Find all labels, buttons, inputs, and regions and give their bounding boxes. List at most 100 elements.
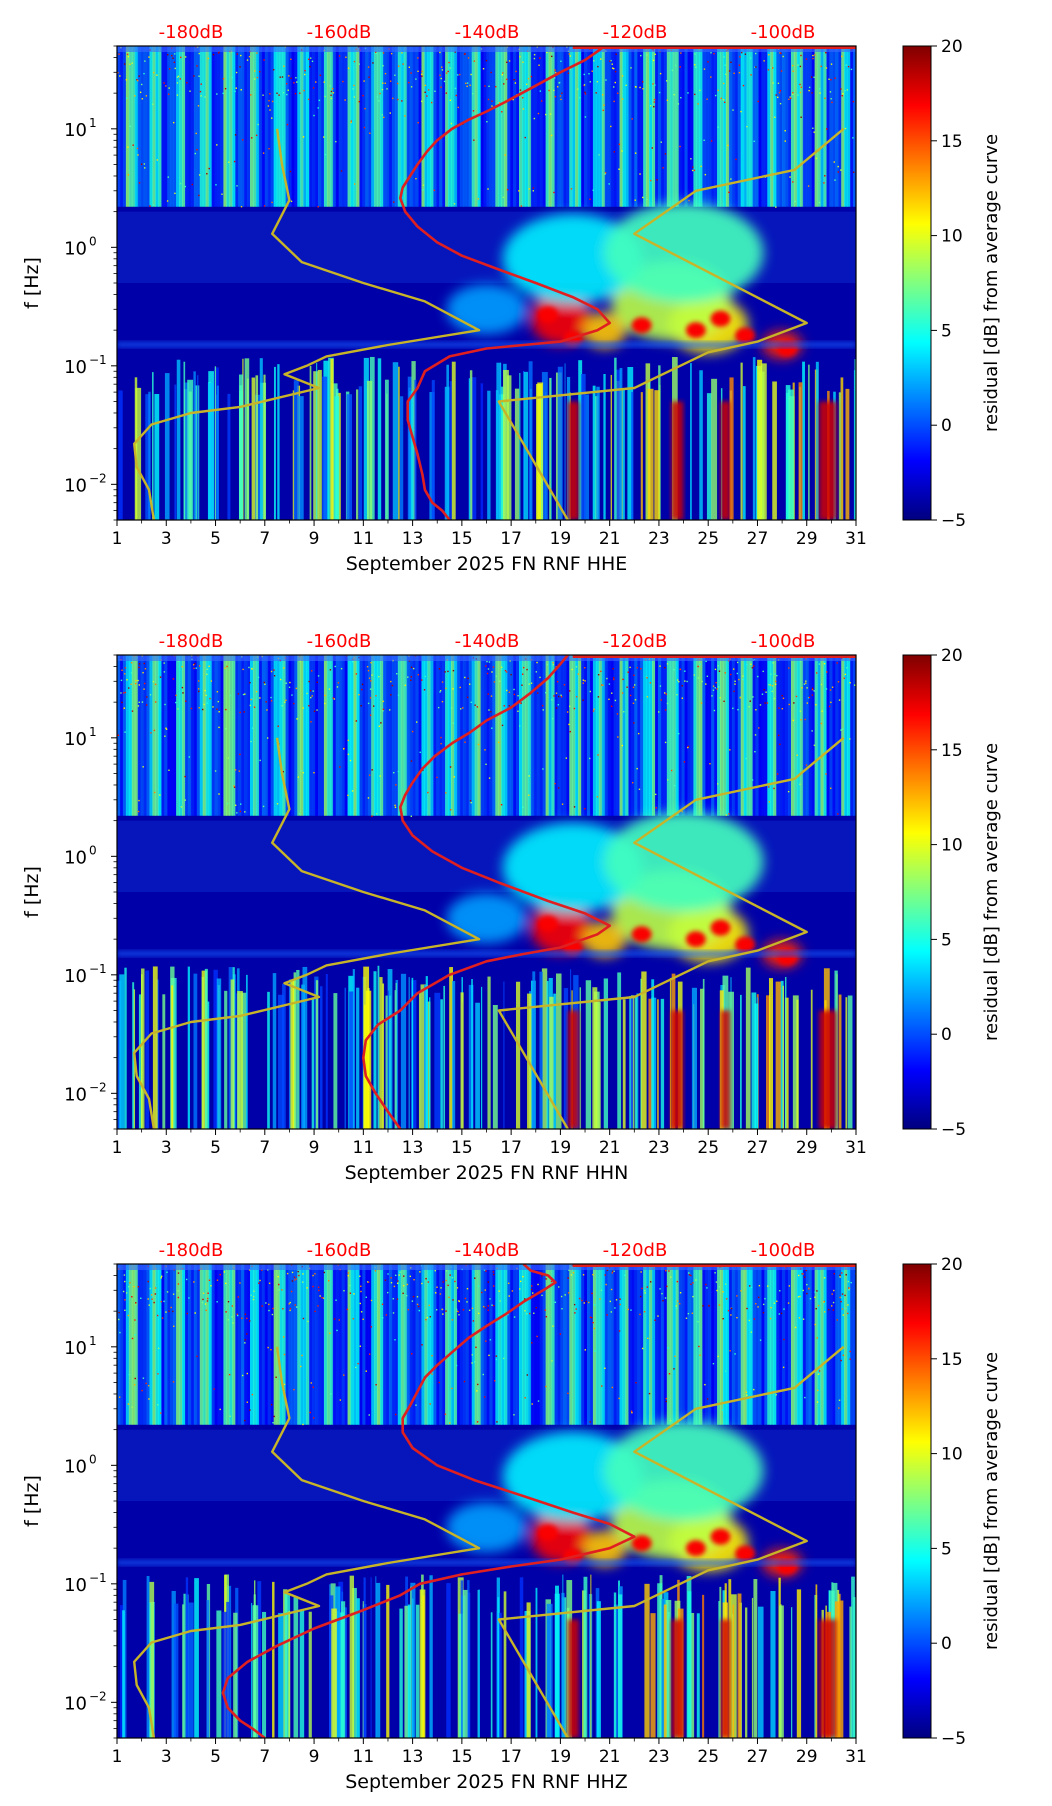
colorbar-tick-label: −5 [941,511,966,531]
x-tick-label: 31 [845,1138,867,1158]
y-tick-exponent: 1 [89,116,97,130]
colorbar-tick-label: 5 [941,321,952,341]
y-axis-label: f [Hz] [21,866,43,918]
x-tick-label: 25 [697,1138,719,1158]
y-tick-label: 10 [64,966,87,987]
top-db-tick-label: -100dB [751,22,816,43]
x-tick-label: 3 [161,1747,172,1767]
y-tick-label: 10 [64,1693,87,1714]
red-curve [398,46,612,520]
top-db-tick-label: -120dB [603,1240,668,1261]
colorbar [902,1263,932,1739]
x-tick-label: 27 [747,1138,769,1158]
x-tick-label: 1 [112,1138,123,1158]
x-axis-label: September 2025 FN RNF HHN [345,1162,629,1184]
y-tick-label: 10 [64,1084,87,1105]
yellow-curve [132,737,481,1129]
y-tick-exponent: 1 [89,1334,97,1348]
colorbar-label: residual [dB] from average curve [981,743,1002,1041]
x-tick-label: 17 [500,1138,522,1158]
y-tick-exponent: −2 [89,1080,107,1094]
colorbar-tick-label: 20 [941,646,963,666]
x-axis-label: September 2025 FN RNF HHE [346,553,628,575]
top-db-tick-label: -100dB [751,631,816,652]
colorbar-tick-label: 15 [941,132,963,152]
x-tick-label: 25 [697,1747,719,1767]
y-tick-exponent: −2 [89,1689,107,1703]
colorbar-tick-label: 15 [941,741,963,761]
x-tick-label: 9 [309,1747,320,1767]
red-curve [221,1264,636,1738]
colorbar-tick-label: −5 [941,1120,966,1140]
y-tick-exponent: 0 [89,234,97,248]
x-tick-label: 13 [402,1138,424,1158]
top-db-tick-label: -140dB [455,1240,520,1261]
x-tick-label: 1 [112,1747,123,1767]
y-tick-label: 10 [64,847,87,868]
y-tick-label: 10 [64,1456,87,1477]
colorbar-tick-label: 20 [941,37,963,57]
top-db-tick-label: -120dB [603,22,668,43]
x-tick-label: 19 [550,1747,572,1767]
x-tick-label: 13 [402,1747,424,1767]
colorbar-label: residual [dB] from average curve [981,1352,1002,1650]
x-tick-label: 11 [353,529,375,549]
top-db-tick-label: -180dB [159,1240,224,1261]
y-tick-label: 10 [64,729,87,750]
x-tick-label: 5 [210,1747,221,1767]
red-curve [361,655,612,1129]
colorbar-tick-label: 10 [941,227,963,247]
y-tick-label: 10 [64,1575,87,1596]
x-tick-label: 9 [309,1138,320,1158]
colorbar-label: residual [dB] from average curve [981,134,1002,432]
y-tick-label: 10 [64,475,87,496]
top-db-tick-label: -160dB [307,631,372,652]
x-tick-label: 7 [259,1138,270,1158]
x-tick-label: 11 [353,1747,375,1767]
x-axis-label: September 2025 FN RNF HHZ [345,1771,628,1793]
colorbar-tick-label: 5 [941,1539,952,1559]
spectrogram-image [117,655,856,1129]
x-tick-label: 27 [747,529,769,549]
y-tick-exponent: −1 [89,353,107,367]
x-tick-label: 21 [599,1747,621,1767]
x-tick-label: 29 [796,529,818,549]
x-tick-label: 9 [309,529,320,549]
x-tick-label: 21 [599,529,621,549]
x-tick-label: 19 [550,529,572,549]
top-db-tick-label: -160dB [307,22,372,43]
y-tick-label: 10 [64,357,87,378]
x-tick-label: 11 [353,1138,375,1158]
x-tick-label: 21 [599,1138,621,1158]
x-tick-label: 19 [550,1138,572,1158]
x-tick-label: 15 [451,529,473,549]
spectrogram-image [117,46,856,520]
yellow-curve [497,127,845,520]
y-tick-exponent: 0 [89,1452,97,1466]
top-db-tick-label: -140dB [455,22,520,43]
y-tick-exponent: −1 [89,962,107,976]
x-tick-label: 7 [259,529,270,549]
x-tick-label: 15 [451,1747,473,1767]
x-tick-label: 7 [259,1747,270,1767]
colorbar-tick-label: 0 [941,1025,952,1045]
top-db-tick-label: -100dB [751,1240,816,1261]
x-tick-label: 23 [648,1747,670,1767]
colorbar-tick-label: 5 [941,930,952,950]
colorbar-tick-label: −5 [941,1729,966,1749]
yellow-curve [132,128,481,520]
x-tick-label: 5 [210,1138,221,1158]
y-tick-exponent: 0 [89,843,97,857]
x-tick-label: 25 [697,529,719,549]
spectrogram-image [117,1264,856,1738]
x-tick-label: 31 [845,529,867,549]
top-db-tick-label: -140dB [455,631,520,652]
x-tick-label: 1 [112,529,123,549]
y-tick-label: 10 [64,238,87,259]
y-tick-label: 10 [64,1338,87,1359]
x-tick-label: 15 [451,1138,473,1158]
colorbar-tick-label: 20 [941,1255,963,1275]
